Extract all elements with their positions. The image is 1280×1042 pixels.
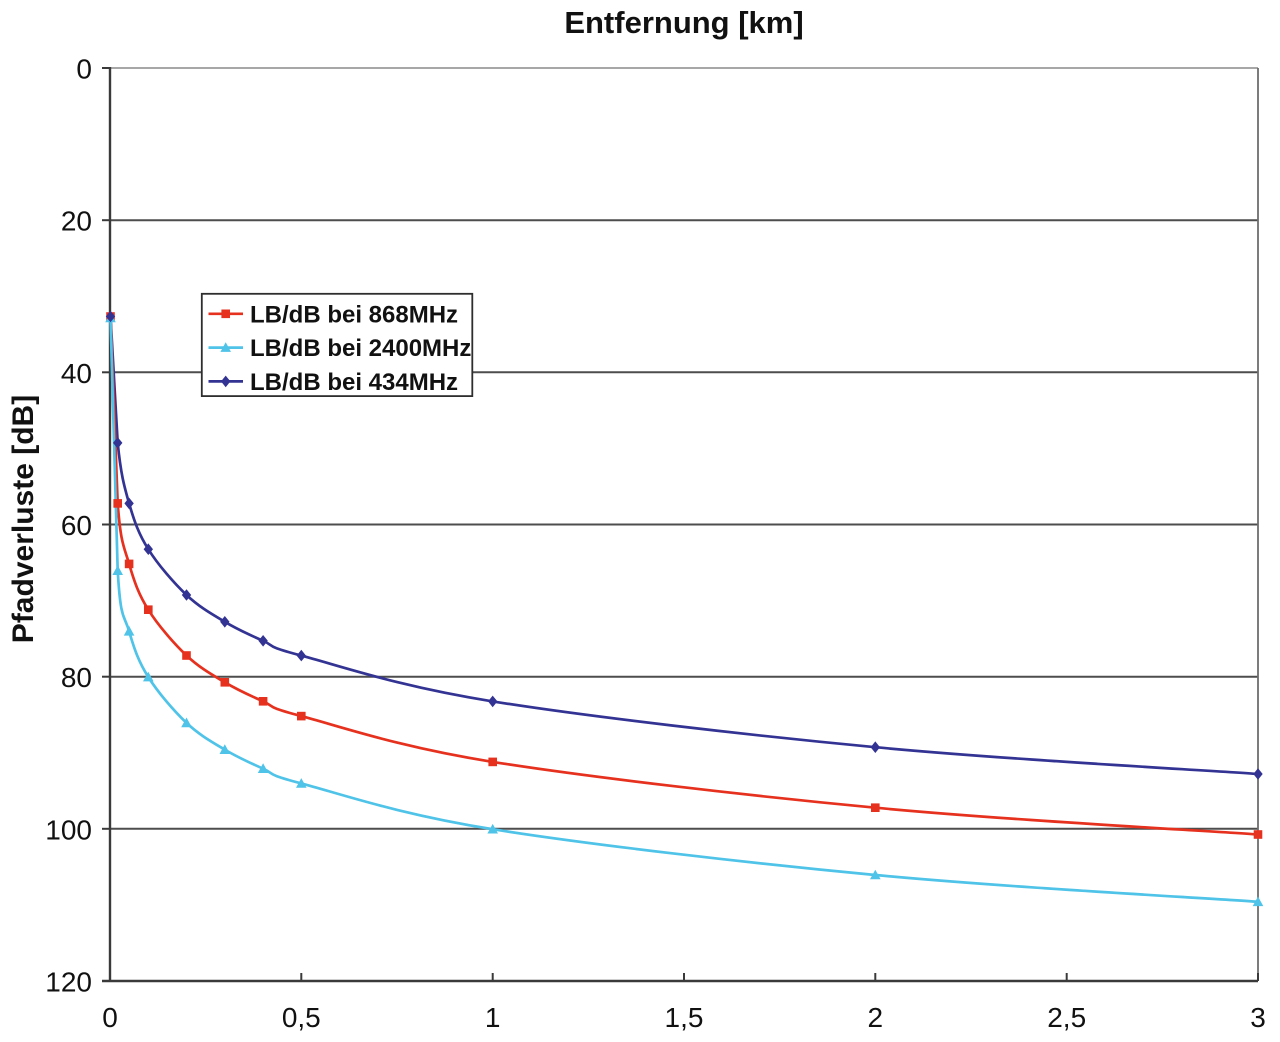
svg-text:2,5: 2,5 — [1047, 1002, 1086, 1033]
svg-text:120: 120 — [45, 967, 92, 998]
svg-text:1: 1 — [485, 1002, 501, 1033]
svg-text:0,5: 0,5 — [282, 1002, 321, 1033]
svg-text:1,5: 1,5 — [665, 1002, 704, 1033]
svg-text:Entfernung [km]: Entfernung [km] — [564, 5, 803, 40]
svg-text:0: 0 — [102, 1002, 118, 1033]
svg-text:40: 40 — [61, 358, 92, 389]
svg-text:20: 20 — [61, 206, 92, 237]
svg-text:0: 0 — [76, 54, 92, 85]
svg-text:LB/dB bei 868MHz: LB/dB bei 868MHz — [250, 301, 458, 328]
svg-text:80: 80 — [61, 662, 92, 693]
svg-text:LB/dB bei 2400MHz: LB/dB bei 2400MHz — [250, 335, 471, 362]
svg-text:60: 60 — [61, 510, 92, 541]
svg-text:3: 3 — [1250, 1002, 1266, 1033]
svg-text:Pfadverluste [dB]: Pfadverluste [dB] — [7, 395, 40, 643]
svg-text:LB/dB bei 434MHz: LB/dB bei 434MHz — [250, 369, 458, 396]
svg-text:100: 100 — [45, 814, 92, 845]
svg-text:2: 2 — [868, 1002, 884, 1033]
